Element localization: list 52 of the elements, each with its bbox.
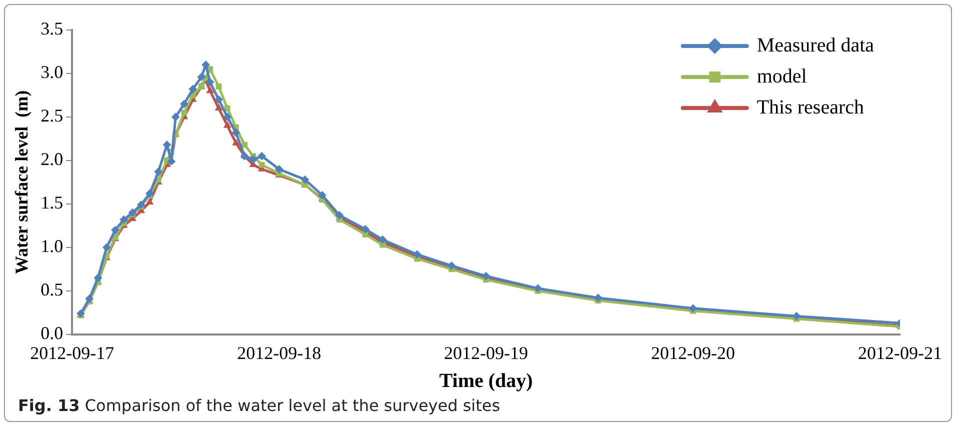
point	[224, 122, 231, 128]
y-axis-title: Water surface level (m)	[11, 90, 32, 274]
y-tick-label: 0.5	[40, 280, 64, 300]
point	[120, 216, 128, 224]
point	[258, 162, 265, 168]
legend-label: Measured data	[756, 34, 874, 56]
y-tick-label: 3.0	[40, 62, 64, 82]
legend-label: This research	[756, 96, 864, 118]
y-tick-label: 2.5	[40, 106, 64, 126]
point	[94, 274, 102, 282]
legend-label: model	[756, 65, 808, 88]
point	[172, 112, 180, 121]
x-tick-label: 2012-09-18	[237, 342, 322, 363]
point	[232, 139, 240, 146]
point	[111, 226, 120, 234]
point	[215, 104, 222, 111]
x-tick-label: 2012-09-19	[444, 342, 528, 363]
point	[223, 112, 232, 121]
point	[206, 86, 214, 94]
y-tick-label: 3.5	[40, 18, 64, 39]
caption: Fig. 13 Comparison of the water level at the surveyed sites	[18, 396, 500, 415]
point	[380, 242, 386, 248]
point	[102, 243, 111, 252]
x-tick-label: 2012-09-20	[651, 342, 736, 363]
point	[197, 72, 206, 81]
point	[146, 198, 154, 204]
point	[232, 128, 240, 137]
point	[216, 84, 222, 90]
point	[318, 191, 326, 200]
point	[242, 142, 248, 148]
point	[300, 176, 309, 184]
y-tick-label: 2.0	[40, 149, 64, 170]
point	[128, 208, 136, 217]
point	[188, 85, 197, 94]
point	[137, 200, 146, 209]
x-axis-title: Time (day)	[439, 370, 533, 392]
point	[206, 78, 214, 86]
point	[258, 152, 266, 160]
x-tick-label: 2012-09-21	[858, 342, 942, 363]
y-tick-label: 1.0	[40, 236, 64, 256]
point	[224, 105, 230, 112]
point	[275, 165, 284, 174]
y-tick-label: 0.0	[40, 323, 64, 344]
point	[154, 168, 162, 176]
point	[214, 96, 223, 104]
point	[146, 190, 154, 198]
point	[249, 156, 258, 164]
point	[181, 110, 188, 116]
point	[362, 231, 368, 238]
x-tick-label: 2012-09-17	[30, 342, 114, 363]
point	[180, 100, 188, 108]
y-tick-label: 1.5	[40, 192, 64, 213]
